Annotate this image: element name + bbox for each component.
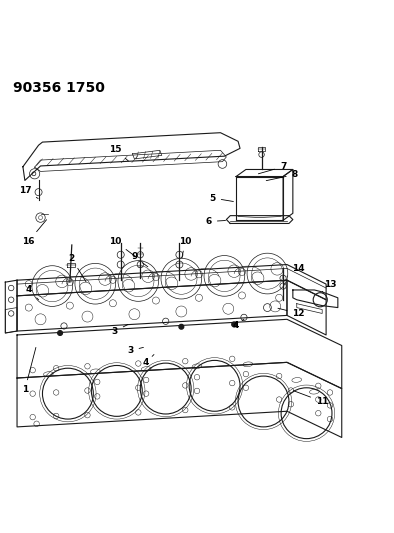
Text: 10: 10	[109, 237, 136, 257]
Text: 9: 9	[131, 252, 148, 267]
Circle shape	[58, 330, 62, 335]
Text: 5: 5	[210, 193, 233, 203]
Text: 4: 4	[26, 286, 39, 300]
Text: 6: 6	[206, 217, 225, 226]
Text: 15: 15	[109, 144, 128, 161]
Text: 2: 2	[69, 254, 86, 282]
Text: 90356 1750: 90356 1750	[13, 80, 105, 95]
Text: 4: 4	[233, 319, 244, 330]
Text: 16: 16	[22, 220, 46, 246]
Text: 3: 3	[112, 325, 128, 336]
Text: 11: 11	[294, 391, 329, 406]
Text: 13: 13	[322, 280, 336, 292]
Circle shape	[232, 322, 236, 327]
Text: 8: 8	[266, 170, 298, 181]
Text: 14: 14	[287, 264, 305, 276]
Text: 1: 1	[22, 348, 36, 394]
Circle shape	[179, 325, 184, 329]
Circle shape	[32, 172, 36, 176]
Text: 4: 4	[143, 354, 154, 367]
Text: 7: 7	[258, 162, 286, 174]
Text: 10: 10	[179, 237, 191, 258]
Text: 17: 17	[19, 185, 38, 198]
Text: 3: 3	[127, 346, 143, 355]
Text: 12: 12	[278, 308, 305, 318]
